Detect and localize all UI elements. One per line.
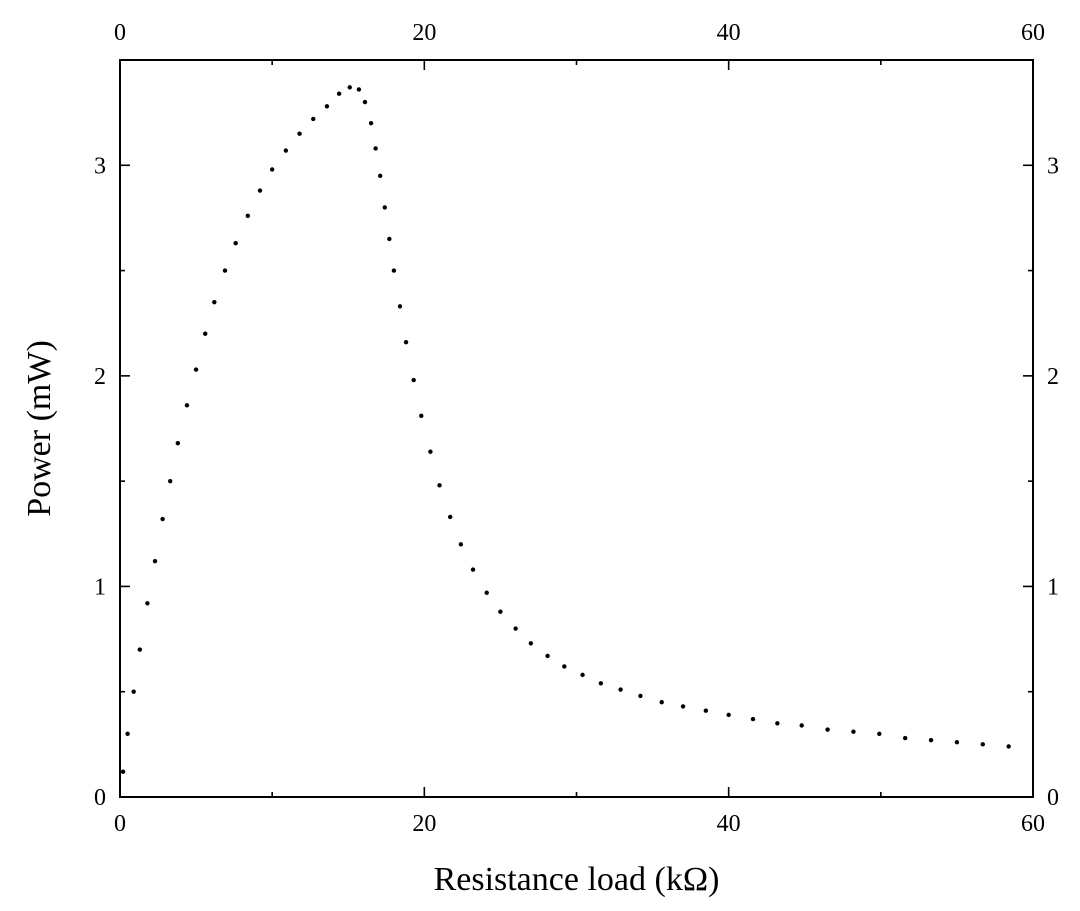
plot-frame [119,59,1034,798]
x-tick-label-top: 60 [1021,20,1045,46]
data-point [458,542,464,547]
data-point [362,99,368,105]
data-point [545,653,550,659]
y-tick-label-left: 0 [94,785,106,811]
x-tick-label-top: 20 [412,20,436,46]
data-point [638,693,643,699]
data-point [382,205,387,210]
data-point [980,742,985,747]
data-point [245,213,251,219]
data-point [193,367,199,372]
data-point [356,87,362,92]
data-point [775,721,780,726]
data-point [902,735,908,741]
x-axis-label: Resistance load (kΩ) [434,861,720,898]
data-point [203,331,208,336]
data-point [347,85,352,90]
data-point [160,516,165,522]
y-tick-label-left: 3 [94,153,106,179]
data-point [618,687,623,692]
y-tick-label-left: 1 [94,574,106,600]
x-tick-label-bottom: 20 [412,811,436,837]
data-point [419,413,424,419]
data-point [580,672,585,678]
data-point [1006,744,1011,749]
data-point [168,478,173,484]
data-point [825,727,830,732]
x-tick-label-bottom: 0 [114,811,126,837]
data-point [387,236,392,242]
data-point [324,104,330,109]
data-point [498,609,503,614]
x-tick-label-top: 40 [717,20,741,46]
data-point [175,441,181,446]
data-point [378,173,383,179]
y-tick-label-right: 3 [1047,153,1059,179]
data-point [528,641,534,646]
data-point [120,769,126,774]
data-point [411,377,416,383]
data-point [484,590,489,595]
data-point [750,716,756,722]
data-point [954,740,960,745]
data-point [311,116,316,122]
data-point [125,731,130,737]
data-point [257,188,263,193]
data-point [403,339,409,345]
y-tick-label-right: 1 [1047,574,1059,600]
y-axis-label: Power (mW) [21,340,58,517]
data-point [703,708,709,713]
data-point [428,449,433,454]
y-tick-label-left: 2 [94,364,106,390]
data-point [437,483,442,488]
y-tick-label-right: 2 [1047,364,1059,390]
x-tick-label-bottom: 60 [1021,811,1045,837]
data-point [212,299,217,305]
data-point [152,558,158,564]
data-point [562,664,567,669]
data-point [397,304,403,309]
x-tick-label-top: 0 [114,20,126,46]
data-point [222,268,228,273]
data-point [336,91,342,96]
data-point [877,731,882,737]
x-tick-label-bottom: 40 [717,811,741,837]
data-point [145,601,150,606]
data-points-layer [120,85,1011,774]
ticks-layer [119,59,1034,798]
data-point [184,403,190,408]
data-point [373,146,378,151]
data-point [297,131,302,136]
data-point [131,689,136,694]
data-point [368,120,374,126]
data-point [928,737,934,743]
data-point [233,240,238,246]
data-point [137,647,142,652]
data-point [659,700,664,705]
data-point [470,567,476,572]
y-tick-label-right: 0 [1047,785,1059,811]
data-point [799,723,804,728]
data-point [391,268,397,273]
data-point [726,712,731,718]
data-point [269,167,275,172]
data-point [448,514,453,520]
data-point [851,729,856,734]
data-point [598,681,604,686]
data-point [513,626,518,631]
data-point [283,148,289,153]
data-point [680,704,686,709]
